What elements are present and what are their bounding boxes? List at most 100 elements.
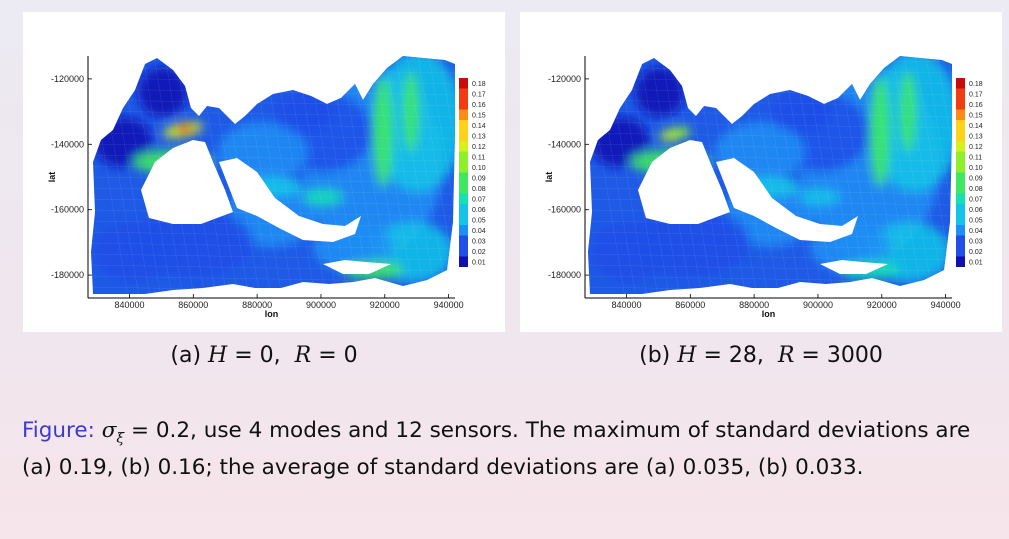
x-tick-label-a-4: 920000 — [370, 300, 400, 310]
x-tick-label-a-0: 840000 — [114, 300, 144, 310]
colorbar-swatch-a-5 — [459, 130, 468, 141]
y-tick-label-a-2: -160000 — [51, 205, 84, 215]
figure-panel-a: 840000 860000 880000 900000 920000 940000 -120… — [23, 12, 505, 332]
colorbar-swatch-b-0 — [956, 78, 965, 89]
colorbar-swatch-b-9 — [956, 172, 965, 183]
colorbar-swatch-b-4 — [956, 120, 965, 131]
colorbar-label-b-2: 0.16 — [969, 102, 983, 109]
colorbar-swatch-a-11 — [459, 193, 468, 204]
colorbar-swatch-a-13 — [459, 214, 468, 225]
caption-b-r-value: 3000 — [826, 343, 883, 368]
colorbar-b: 0.18 0.17 0.16 0.15 0.14 0.13 0.12 0.11 0.10 0.09… — [956, 78, 983, 267]
colorbar-label-a-11: 0.07 — [472, 197, 486, 204]
colorbar-label-b-11: 0.07 — [969, 197, 983, 204]
colorbar-label-a-1: 0.17 — [472, 92, 486, 99]
colorbar-label-a-9: 0.09 — [472, 176, 486, 183]
colorbar-swatch-b-3 — [956, 109, 965, 120]
std-map-plot-a: 840000 860000 880000 900000 920000 940000 -120… — [47, 56, 486, 319]
caption-b-h-value: 28 — [728, 343, 757, 368]
colorbar-label-a-12: 0.06 — [472, 207, 486, 214]
figure-note: Figure: σξ = 0.2, use 4 modes and 12 sen… — [22, 418, 971, 481]
x-tick-label-a-1: 860000 — [178, 300, 208, 310]
colorbar-swatch-a-2 — [459, 99, 468, 110]
colorbar-label-b-10: 0.08 — [969, 186, 983, 193]
colorbar-label-b-6: 0.12 — [969, 144, 983, 151]
x-tick-label-b-4: 920000 — [867, 300, 897, 310]
colorbar-swatch-a-14 — [459, 225, 468, 236]
colorbar-label-b-4: 0.14 — [969, 123, 983, 130]
colorbar-swatch-a-9 — [459, 172, 468, 183]
colorbar-label-a-10: 0.08 — [472, 186, 486, 193]
sigma-value: 0.2 — [155, 418, 191, 443]
colorbar-swatch-b-12 — [956, 204, 965, 215]
colorbar-swatch-a-17 — [459, 256, 468, 267]
colorbar-label-a-0: 0.18 — [472, 81, 486, 88]
x-tick-label-b-5: 940000 — [931, 300, 961, 310]
y-tick-label-a-3: -180000 — [51, 270, 84, 280]
x-tick-label-b-1: 860000 — [675, 300, 705, 310]
island-b-2 — [820, 260, 888, 274]
field-b — [588, 56, 952, 294]
colorbar-swatch-b-1 — [956, 88, 965, 99]
colorbar-label-b-1: 0.17 — [969, 92, 983, 99]
colorbar-swatch-b-6 — [956, 141, 965, 152]
colorbar-label-b-8: 0.10 — [969, 165, 983, 172]
y-axis-label-a: lat — [47, 172, 57, 183]
x-tick-label-b-2: 880000 — [739, 300, 769, 310]
colorbar-label-a-15: 0.03 — [472, 239, 486, 246]
colorbar-label-a-2: 0.16 — [472, 102, 486, 109]
x-axis-label-b: lon — [762, 309, 776, 319]
colorbar-label-a-3: 0.15 — [472, 113, 486, 120]
colorbar-swatch-b-14 — [956, 225, 965, 236]
colorbar-label-b-16: 0.02 — [969, 249, 983, 256]
y-tick-label-b-0: -120000 — [548, 74, 581, 84]
island-a-2 — [323, 260, 391, 274]
field-a — [91, 56, 455, 294]
x-tick-label-a-5: 940000 — [434, 300, 464, 310]
colorbar-label-a-7: 0.11 — [472, 155, 485, 162]
y-tick-label-b-1: -140000 — [548, 139, 581, 149]
colorbar-swatch-a-1 — [459, 88, 468, 99]
colorbar-label-a-5: 0.13 — [472, 134, 486, 141]
colorbar-label-b-13: 0.05 — [969, 218, 983, 225]
colorbar-label-a-6: 0.12 — [472, 144, 486, 151]
caption-a-h-value: 0 — [259, 343, 274, 368]
colorbar-swatch-a-15 — [459, 235, 468, 246]
caption-a: (a) H = 0, R = 0 — [170, 343, 358, 368]
caption-a-label: (a) — [170, 343, 202, 368]
y-tick-label-a-1: -140000 — [51, 139, 84, 149]
colorbar-swatch-a-6 — [459, 141, 468, 152]
colorbar-swatch-b-10 — [956, 183, 965, 194]
colorbar-a: 0.18 0.17 0.16 0.15 0.14 0.13 0.12 0.11 0.10 0.09… — [459, 78, 486, 267]
std-map-plot-b: 840000 860000 880000 900000 920000 940000 -120… — [544, 56, 983, 319]
colorbar-label-b-15: 0.03 — [969, 239, 983, 246]
figure-note-text: , use 4 modes and 12 sensors. The maximu… — [22, 418, 971, 481]
colorbar-swatch-a-0 — [459, 78, 468, 89]
colorbar-swatch-a-8 — [459, 162, 468, 173]
colorbar-swatch-b-13 — [956, 214, 965, 225]
y-axis-label-b: lat — [544, 172, 554, 183]
colorbar-swatch-b-11 — [956, 193, 965, 204]
colorbar-label-b-9: 0.09 — [969, 176, 983, 183]
x-tick-label-b-3: 900000 — [803, 300, 833, 310]
colorbar-label-b-14: 0.04 — [969, 228, 983, 235]
colorbar-swatch-a-12 — [459, 204, 468, 215]
caption-b: (b) H = 28, R = 3000 — [639, 343, 883, 368]
x-tick-label-a-3: 900000 — [306, 300, 336, 310]
colorbar-swatch-a-4 — [459, 120, 468, 131]
colorbar-label-b-3: 0.15 — [969, 113, 983, 120]
colorbar-label-a-8: 0.10 — [472, 165, 486, 172]
island-a-0 — [141, 140, 233, 224]
colorbar-label-a-4: 0.14 — [472, 123, 486, 130]
colorbar-swatch-a-7 — [459, 151, 468, 162]
x-axis-label-a: lon — [265, 309, 279, 319]
colorbar-swatch-b-7 — [956, 151, 965, 162]
colorbar-swatch-b-16 — [956, 246, 965, 257]
caption-a-r-value: 0 — [343, 343, 358, 368]
figure-label: Figure: — [22, 418, 95, 443]
colorbar-label-b-7: 0.11 — [969, 155, 982, 162]
colorbar-label-b-12: 0.06 — [969, 207, 983, 214]
colorbar-label-a-17: 0.01 — [472, 260, 486, 267]
colorbar-label-b-17: 0.01 — [969, 260, 983, 267]
colorbar-swatch-b-15 — [956, 235, 965, 246]
